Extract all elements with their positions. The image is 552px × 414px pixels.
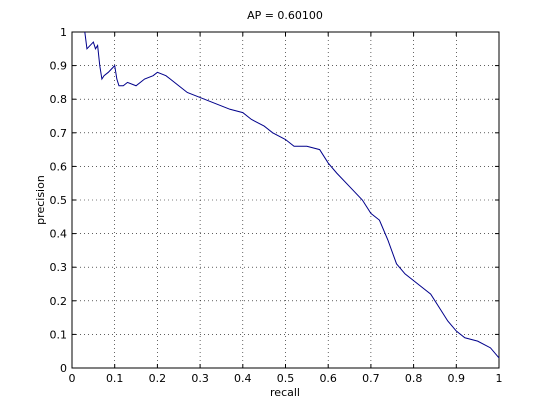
y-tick-label: 0.5 — [50, 194, 68, 207]
y-tick-label: 0.8 — [50, 93, 68, 106]
y-tick-label: 0 — [60, 362, 67, 375]
x-tick-label: 0.2 — [149, 372, 167, 385]
x-tick-label: 0.3 — [191, 372, 209, 385]
x-tick-label: 0 — [69, 372, 76, 385]
y-tick-label: 0.3 — [50, 261, 68, 274]
x-tick-label: 0.6 — [319, 372, 337, 385]
x-tick-label: 1 — [496, 372, 503, 385]
y-tick-label: 1 — [60, 26, 67, 39]
y-axis-label: precision — [34, 175, 47, 225]
y-tick-label: 0.2 — [50, 295, 68, 308]
x-tick-label: 0.7 — [362, 372, 380, 385]
chart-title: AP = 0.60100 — [247, 9, 323, 22]
x-axis-label: recall — [270, 386, 300, 399]
y-tick-label: 0.9 — [50, 60, 68, 73]
plot-frame — [71, 31, 500, 369]
x-tick-label: 0.8 — [405, 372, 423, 385]
y-tick-label: 0.1 — [50, 328, 68, 341]
x-tick-label: 0.9 — [448, 372, 466, 385]
pr-curve — [84, 31, 500, 359]
x-tick-label: 0.1 — [106, 372, 124, 385]
y-tick-label: 0.4 — [50, 228, 68, 241]
y-tick-label: 0.6 — [50, 160, 68, 173]
x-tick-label: 0.5 — [277, 372, 295, 385]
x-tick-label: 0.4 — [234, 372, 252, 385]
y-tick-label: 0.7 — [50, 127, 68, 140]
